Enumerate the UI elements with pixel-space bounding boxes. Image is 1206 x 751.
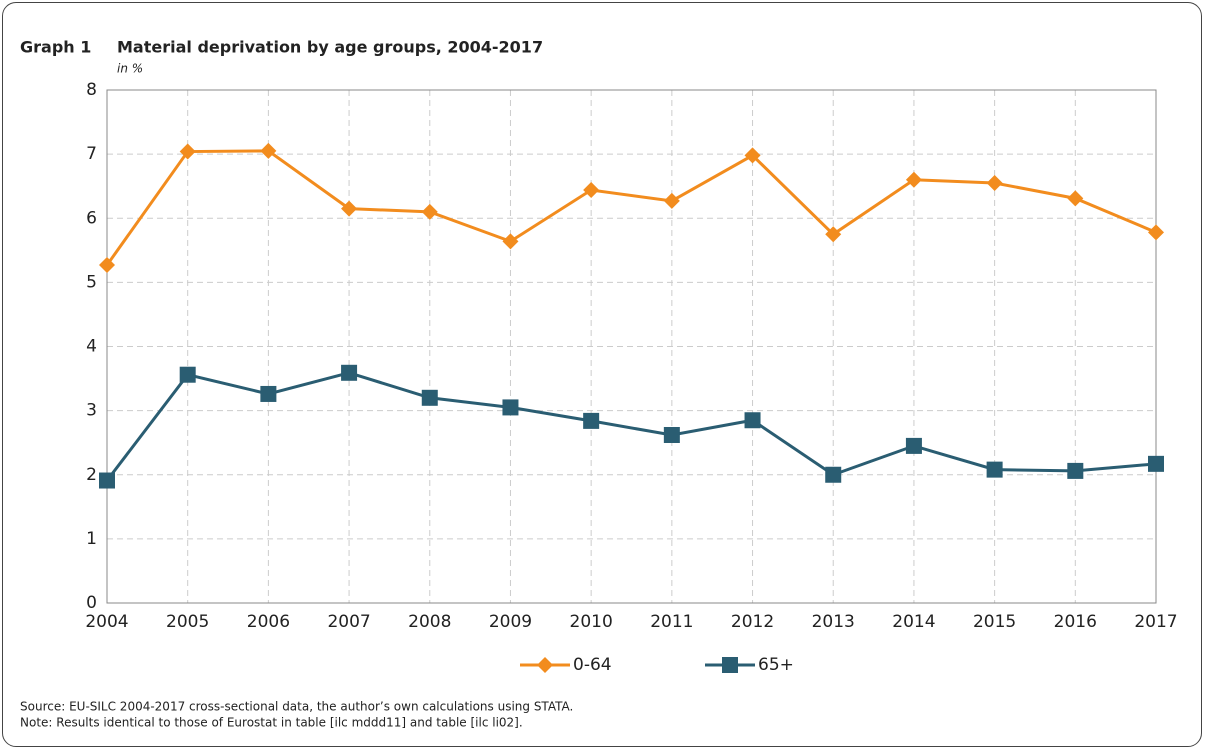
x-tick-label: 2016 xyxy=(1054,612,1097,632)
source: Source: EU-SILC 2004-2017 cross-sectiona… xyxy=(20,700,573,714)
point xyxy=(1067,190,1084,207)
x-tick-label: 2004 xyxy=(85,612,128,632)
series-line xyxy=(105,149,1157,266)
legend-label: 65+ xyxy=(758,655,794,675)
x-tick-label: 2013 xyxy=(812,612,855,632)
x-tick-label: 2010 xyxy=(570,612,613,632)
x-tick-label: 2007 xyxy=(327,612,370,632)
x-tick-label: 2014 xyxy=(892,612,935,632)
x-tick-label: 2015 xyxy=(973,612,1016,632)
point xyxy=(260,385,277,402)
point xyxy=(1148,224,1164,241)
note: Note: Results identical to those of Euro… xyxy=(20,716,523,730)
point xyxy=(179,366,196,383)
legend-marker xyxy=(537,657,553,673)
point xyxy=(825,466,842,483)
point xyxy=(99,472,115,489)
x-tick-label: 2017 xyxy=(1134,612,1177,632)
point xyxy=(341,200,358,217)
point xyxy=(1067,462,1084,479)
point xyxy=(986,174,1003,191)
point xyxy=(1148,455,1164,472)
point xyxy=(663,192,680,209)
x-tick-label: 2006 xyxy=(247,612,290,632)
point xyxy=(260,142,277,159)
point xyxy=(179,143,196,160)
point xyxy=(825,226,842,243)
chart-subtitle: in % xyxy=(117,62,143,76)
y-tick-label: 8 xyxy=(86,80,97,100)
point xyxy=(583,412,600,429)
x-tick-label: 2008 xyxy=(408,612,451,632)
point xyxy=(905,171,922,188)
point xyxy=(986,461,1003,478)
y-tick-label: 4 xyxy=(86,337,97,357)
point xyxy=(502,233,519,250)
point xyxy=(583,182,600,199)
legend-label: 0-64 xyxy=(573,655,612,675)
legend-marker xyxy=(722,657,738,673)
point xyxy=(99,257,115,274)
y-tick-label: 5 xyxy=(86,272,97,292)
chart-title: Material deprivation by age groups, 2004… xyxy=(117,38,543,57)
point xyxy=(421,389,438,406)
x-tick-label: 2009 xyxy=(489,612,532,632)
x-tick-label: 2011 xyxy=(650,612,693,632)
plot-border xyxy=(106,89,1157,604)
x-tick-label: 2005 xyxy=(166,612,209,632)
point xyxy=(502,399,519,416)
y-tick-label: 6 xyxy=(86,208,97,228)
point xyxy=(421,203,438,220)
series-line xyxy=(105,371,1157,482)
point xyxy=(663,426,680,443)
x-tick-label: 2012 xyxy=(731,612,774,632)
y-tick-label: 7 xyxy=(86,144,97,164)
y-tick-label: 1 xyxy=(86,529,97,549)
point xyxy=(744,412,761,429)
point xyxy=(905,437,922,454)
y-tick-label: 0 xyxy=(86,593,97,613)
y-tick-label: 2 xyxy=(86,465,97,485)
graph-label: Graph 1 xyxy=(20,38,91,57)
y-tick-label: 3 xyxy=(86,401,97,421)
point xyxy=(744,147,761,164)
point xyxy=(341,364,358,381)
